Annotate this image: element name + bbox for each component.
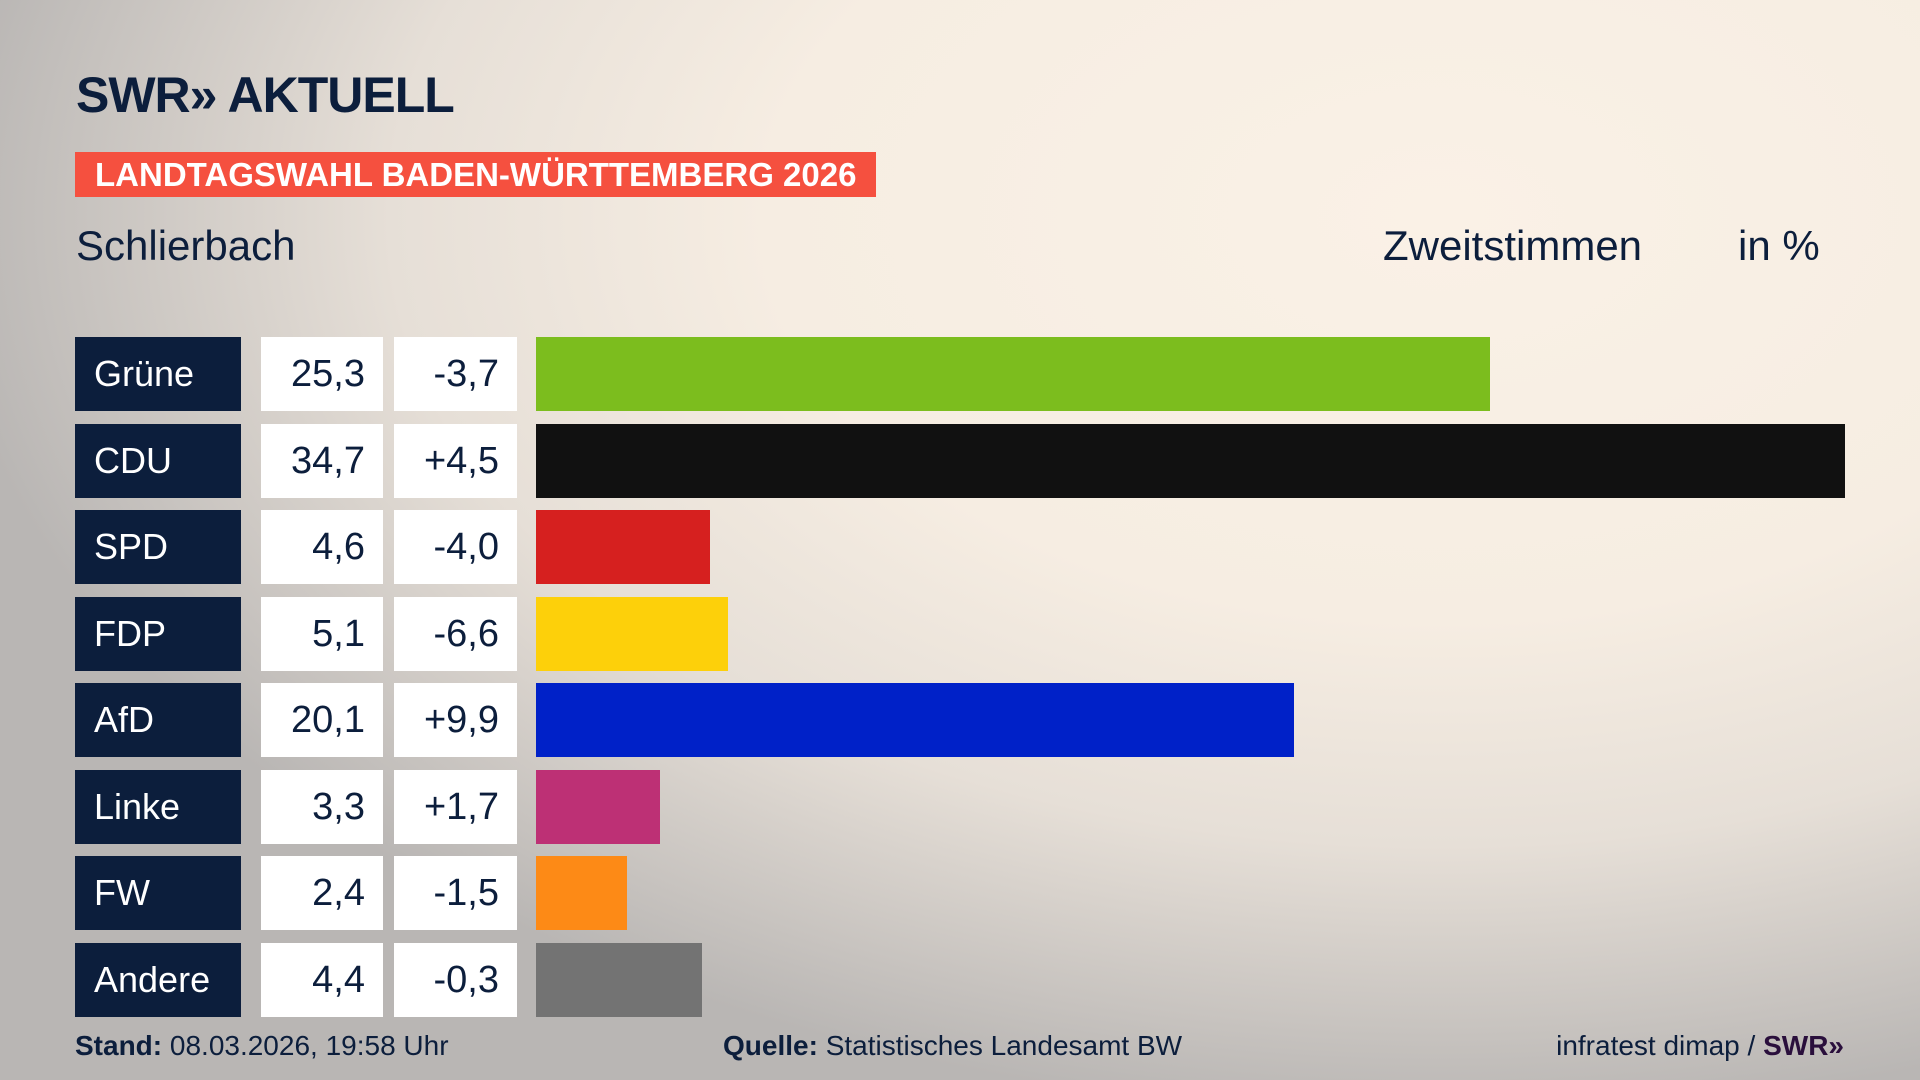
party-label: AfD — [75, 683, 241, 757]
party-label: SPD — [75, 510, 241, 584]
value-label: 34,7 — [261, 423, 383, 498]
change-label: -0,3 — [394, 942, 517, 1017]
bar-andere — [536, 942, 702, 1017]
swr-credit-logo: SWR» — [1763, 1030, 1844, 1061]
credit-text: infratest dimap / — [1556, 1030, 1756, 1061]
change-label: +9,9 — [394, 683, 517, 757]
measure-label: Zweitstimmen — [1383, 222, 1643, 269]
swr-aktuell-logo: SWR» AKTUELL — [76, 67, 455, 123]
credit-info: infratest dimap / SWR» — [1556, 1030, 1844, 1062]
change-label: -1,5 — [394, 856, 517, 930]
election-banner: LANDTAGSWAHL BADEN-WÜRTTEMBERG 2026 — [75, 152, 877, 197]
bar-linke — [536, 769, 661, 844]
bar-spd — [536, 510, 710, 584]
change-label: +4,5 — [394, 423, 517, 498]
unit-label: in % — [1738, 222, 1820, 269]
source-label: Quelle: — [723, 1030, 818, 1061]
source-value: Statistisches Landesamt BW — [825, 1030, 1183, 1061]
region-title: Schlierbach — [76, 222, 296, 269]
change-label: +1,7 — [394, 769, 517, 844]
party-label: FDP — [75, 596, 241, 671]
bar-gruene — [536, 337, 1491, 411]
bar-cdu — [536, 423, 1845, 498]
bar-afd — [536, 683, 1295, 757]
bar-fw — [536, 856, 627, 930]
party-label: Grüne — [75, 337, 241, 411]
value-label: 20,1 — [261, 683, 383, 757]
stand-info: Stand: 08.03.2026, 19:58 Uhr — [75, 1030, 449, 1062]
value-label: 25,3 — [261, 337, 383, 411]
value-label: 5,1 — [261, 596, 383, 671]
value-label: 3,3 — [261, 769, 383, 844]
party-label: Linke — [75, 769, 241, 844]
bar-fdp — [536, 596, 729, 671]
value-label: 4,6 — [261, 510, 383, 584]
value-label: 2,4 — [261, 856, 383, 930]
party-label: FW — [75, 856, 241, 930]
stand-value: 08.03.2026, 19:58 Uhr — [169, 1030, 449, 1061]
stand-label: Stand: — [75, 1030, 163, 1061]
source-info: Quelle: Statistisches Landesamt BW — [723, 1030, 1182, 1062]
change-label: -6,6 — [394, 596, 517, 671]
change-label: -4,0 — [394, 510, 517, 584]
change-label: -3,7 — [394, 337, 517, 411]
value-label: 4,4 — [261, 942, 383, 1017]
party-label: CDU — [75, 423, 241, 498]
party-label: Andere — [75, 942, 241, 1017]
